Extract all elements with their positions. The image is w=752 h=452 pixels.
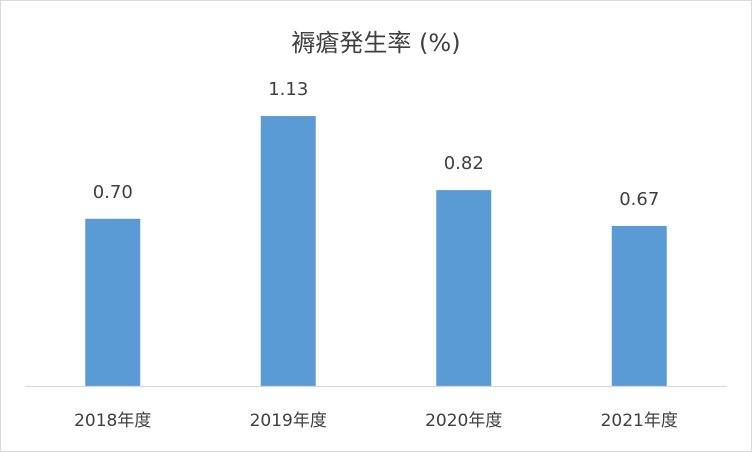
bar-2019年度 [260, 116, 316, 386]
x-tick-label-2021年度: 2021年度 [601, 411, 678, 431]
bar-2021年度 [611, 225, 667, 386]
data-label-2019年度: 1.13 [268, 79, 308, 100]
data-label-2021年度: 0.67 [619, 189, 659, 210]
bars-layer [85, 116, 667, 386]
data-label-2020年度: 0.82 [444, 153, 484, 174]
x-tick-label-2020年度: 2020年度 [425, 411, 502, 431]
chart-title: 褥瘡発生率 (%) [291, 29, 461, 57]
x-tick-label-2019年度: 2019年度 [250, 411, 327, 431]
bar-2020年度 [436, 190, 492, 386]
tick-labels-layer: 2018年度 2019年度 2020年度 2021年度 [74, 411, 678, 431]
bar-2018年度 [85, 218, 141, 386]
data-label-2018年度: 0.70 [93, 182, 133, 203]
x-tick-label-2018年度: 2018年度 [74, 411, 151, 431]
data-labels-layer: 0.70 1.13 0.82 0.67 [93, 79, 660, 210]
